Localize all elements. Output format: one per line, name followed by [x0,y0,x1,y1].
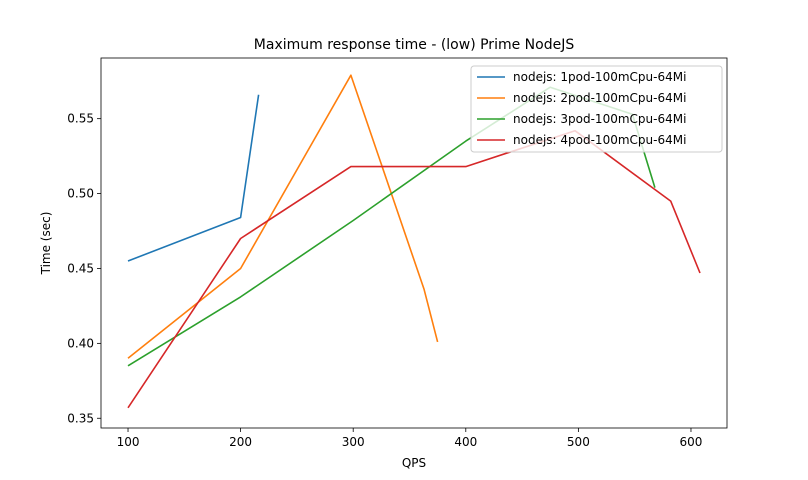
y-tick-label: 0.40 [67,336,94,350]
y-tick-label: 0.35 [67,411,94,425]
series-line-4 [127,129,701,409]
y-axis: 0.35 0.40 0.45 0.50 0.55 [67,112,101,425]
y-tick-label: 0.50 [67,187,94,201]
chart-title: Maximum response time - (low) Prime Node… [254,37,575,53]
legend-label: nodejs: 3pod-100mCpu-64Mi [513,112,686,126]
x-tick-label: 200 [229,435,252,449]
series-line-2 [127,74,439,359]
x-axis: 100 200 300 400 500 600 [117,428,703,449]
series-line-1 [127,94,260,262]
legend-label: nodejs: 1pod-100mCpu-64Mi [513,70,686,84]
x-tick-label: 500 [567,435,590,449]
x-tick-label: 300 [342,435,365,449]
x-tick-label: 600 [680,435,703,449]
plot-frame [100,57,728,429]
legend: nodejs: 1pod-100mCpu-64Mi nodejs: 2pod-10… [470,65,723,153]
legend-box [470,65,723,153]
x-axis-label: QPS [402,456,426,470]
y-tick-label: 0.55 [67,112,94,126]
series-layer [127,74,701,409]
x-tick-label: 100 [117,435,140,449]
y-axis-label: Time (sec) [39,212,53,276]
legend-label: nodejs: 2pod-100mCpu-64Mi [513,91,686,105]
x-tick-label: 400 [454,435,477,449]
y-tick-label: 0.45 [67,261,94,275]
legend-label: nodejs: 4pod-100mCpu-64Mi [513,133,686,147]
